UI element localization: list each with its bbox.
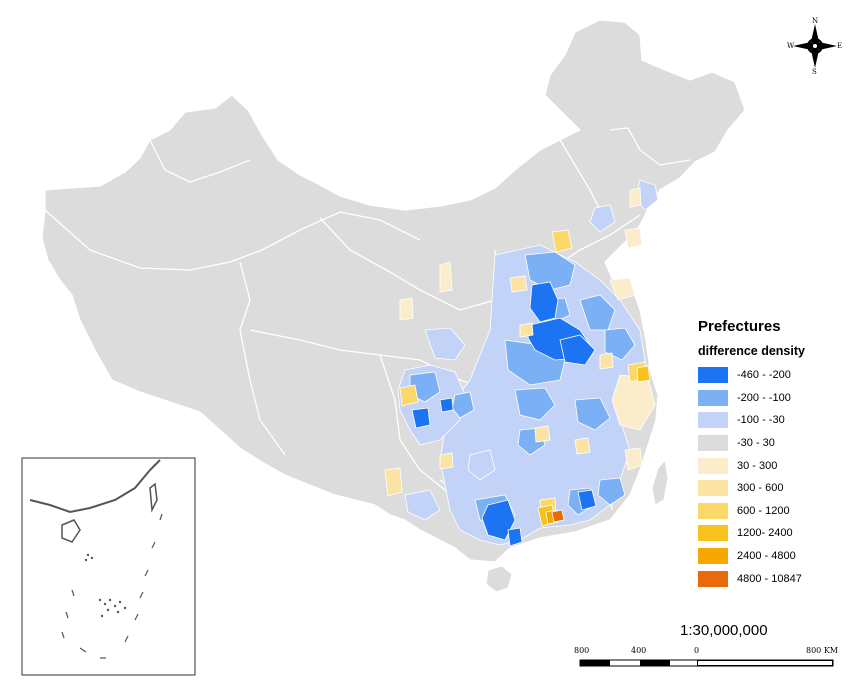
legend-rows: -460 - -200 -200 - -100 -100 - -30 -30 - 30…: [698, 364, 858, 590]
legend-item: 4800 - 10847: [698, 567, 858, 590]
legend-label: 2400 - 4800: [737, 550, 796, 563]
legend-swatch: [698, 525, 728, 542]
compass-north-label: N: [812, 17, 819, 25]
legend-swatch: [698, 502, 728, 519]
scale-tick-400: 400: [631, 646, 647, 655]
legend-title: Prefectures: [698, 318, 781, 335]
legend-label: -30 - 30: [737, 437, 775, 450]
legend-item: 2400 - 4800: [698, 545, 858, 568]
legend-swatch: [698, 367, 728, 384]
legend-swatch: [698, 435, 728, 452]
legend-label: 300 - 600: [737, 482, 784, 495]
scale-tick-0: 0: [694, 646, 700, 655]
legend-swatch: [698, 457, 728, 474]
legend-item: -460 - -200: [698, 364, 858, 387]
legend-swatch: [698, 389, 728, 406]
legend-label: 1200- 2400: [737, 527, 793, 540]
compass-south-label: S: [812, 68, 817, 76]
scale-bar: [579, 659, 834, 667]
legend-item: 1200- 2400: [698, 522, 858, 545]
legend-item: 30 - 300: [698, 454, 858, 477]
legend-item: 300 - 600: [698, 477, 858, 500]
legend-subtitle: difference density: [698, 344, 805, 358]
prefecture-fills: [384, 179, 659, 547]
legend-label: -200 - -100: [737, 391, 791, 404]
legend-label: 30 - 300: [737, 459, 778, 472]
south-china-sea-inset: [21, 457, 196, 676]
legend-swatch: [698, 412, 728, 429]
compass-east-label: E: [837, 42, 843, 50]
scale-ratio: 1:30,000,000: [680, 622, 768, 639]
map-legend: Prefectures difference density -460 - -2…: [698, 318, 858, 590]
hainan-island: [485, 565, 513, 593]
legend-swatch: [698, 548, 728, 565]
legend-swatch: [698, 570, 728, 587]
legend-item: 600 - 1200: [698, 500, 858, 523]
scale-tick-800: 800: [574, 646, 590, 655]
legend-label: 4800 - 10847: [737, 572, 802, 585]
compass-rose: [793, 24, 837, 68]
scale-tick-800-km: 800 KM: [806, 646, 838, 655]
legend-label: 600 - 1200: [737, 504, 790, 517]
legend-label: -460 - -200: [737, 369, 791, 382]
legend-item: -200 - -100: [698, 387, 858, 410]
legend-swatch: [698, 480, 728, 497]
legend-label: -100 - -30: [737, 414, 785, 427]
legend-item: -100 - -30: [698, 409, 858, 432]
taiwan-island: [651, 458, 669, 506]
legend-item: -30 - 30: [698, 432, 858, 455]
compass-west-label: W: [787, 42, 795, 50]
